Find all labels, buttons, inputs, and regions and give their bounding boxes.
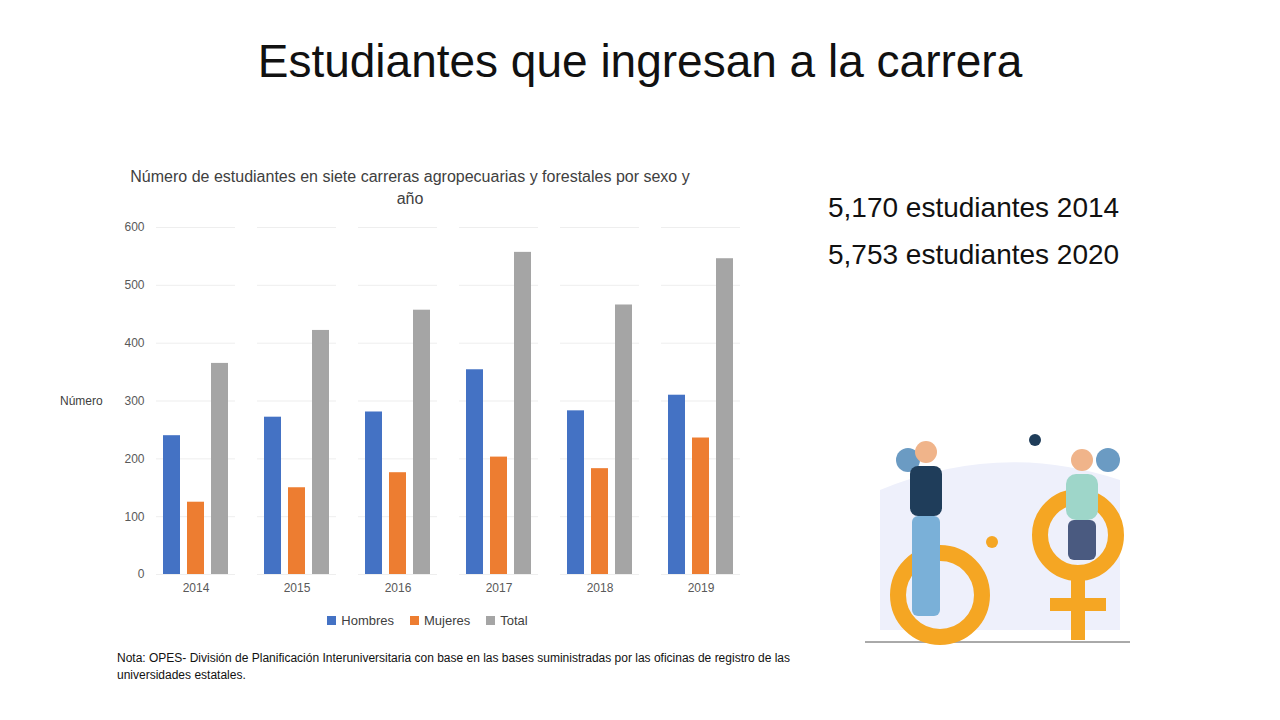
svg-text:2018: 2018 bbox=[587, 581, 614, 595]
svg-text:100: 100 bbox=[124, 510, 144, 524]
svg-text:2019: 2019 bbox=[688, 581, 715, 595]
svg-text:2016: 2016 bbox=[385, 581, 412, 595]
svg-text:400: 400 bbox=[124, 336, 144, 350]
html-text:Número: Número bbox=[60, 394, 103, 408]
svg-text:2014: 2014 bbox=[183, 581, 210, 595]
svg-text:2015: 2015 bbox=[284, 581, 311, 595]
svg-text:600: 600 bbox=[124, 220, 144, 234]
html-text:Nota: OPES- División de Planif: Nota: OPES- División de Planificación In… bbox=[117, 651, 790, 682]
svg-text:500: 500 bbox=[124, 278, 144, 292]
svg-text:2017: 2017 bbox=[486, 581, 513, 595]
html-text:5,753 estudiantes 2020: 5,753 estudiantes 2020 bbox=[828, 239, 1120, 270]
svg-text:200: 200 bbox=[124, 452, 144, 466]
html-text:5,170 estudiantes 2014: 5,170 estudiantes 2014 bbox=[828, 192, 1120, 223]
html-text:Hombres: Hombres bbox=[341, 613, 394, 628]
html-text:Estudiantes que ingresan a la: Estudiantes que ingresan a la carrera bbox=[257, 35, 1023, 87]
html-text:Número de estudiantes en siete: Número de estudiantes en siete carreras … bbox=[130, 168, 690, 207]
html-text:Mujeres: Mujeres bbox=[424, 613, 471, 628]
svg-text:300: 300 bbox=[124, 394, 144, 408]
html-text:Total: Total bbox=[500, 613, 528, 628]
svg-text:0: 0 bbox=[138, 567, 145, 581]
